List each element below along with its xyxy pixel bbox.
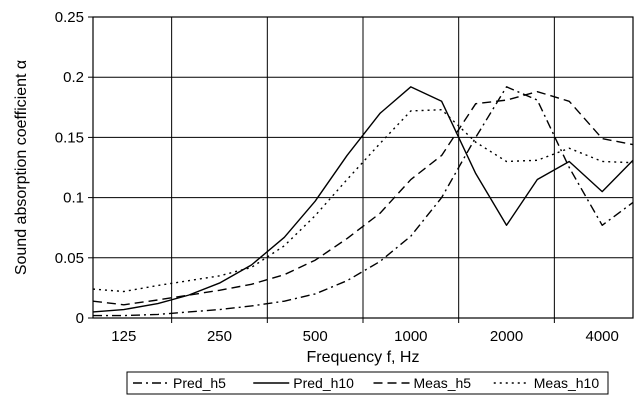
x-tick-label: 1000 (394, 328, 427, 345)
x-tick-label: 250 (207, 328, 232, 345)
y-axis-title: Sound absorption coefficient α (13, 60, 30, 275)
series-line-pred-h5 (93, 86, 634, 317)
grid (93, 17, 633, 318)
x-tick-label: 2000 (490, 328, 523, 345)
series-line-meas-h10 (92, 109, 634, 293)
legend-box (126, 371, 609, 395)
series-lines (92, 86, 634, 317)
y-tick-label: 0.2 (63, 69, 84, 86)
y-axis-ticks: 0 0.05 0.1 0.15 0.2 0.25 (55, 9, 93, 327)
legend-label: Pred_h5 (173, 375, 226, 391)
y-tick-label: 0.25 (55, 9, 84, 26)
legend-label: Meas_h10 (534, 375, 600, 391)
legend: Pred_h5 Pred_h10 Meas_h5 Meas_h10 (126, 371, 609, 395)
x-axis-ticks: 125 250 500 1000 2000 4000 (111, 318, 619, 345)
y-tick-label: 0.15 (55, 129, 84, 146)
legend-label: Pred_h10 (293, 375, 354, 391)
x-tick-label: 4000 (586, 328, 619, 345)
x-tick-label: 125 (111, 328, 136, 345)
series-line-meas-h5 (92, 90, 634, 306)
y-tick-label: 0.1 (63, 190, 84, 207)
x-tick-label: 500 (303, 328, 328, 345)
legend-label: Meas_h5 (414, 375, 472, 391)
x-axis-title: Frequency f, Hz (307, 349, 420, 366)
y-tick-label: 0.05 (55, 250, 84, 267)
y-tick-label: 0 (76, 310, 84, 327)
